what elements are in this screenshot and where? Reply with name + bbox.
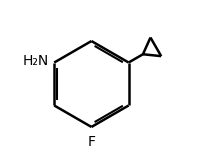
- Text: F: F: [87, 135, 95, 149]
- Text: H₂N: H₂N: [23, 54, 49, 68]
